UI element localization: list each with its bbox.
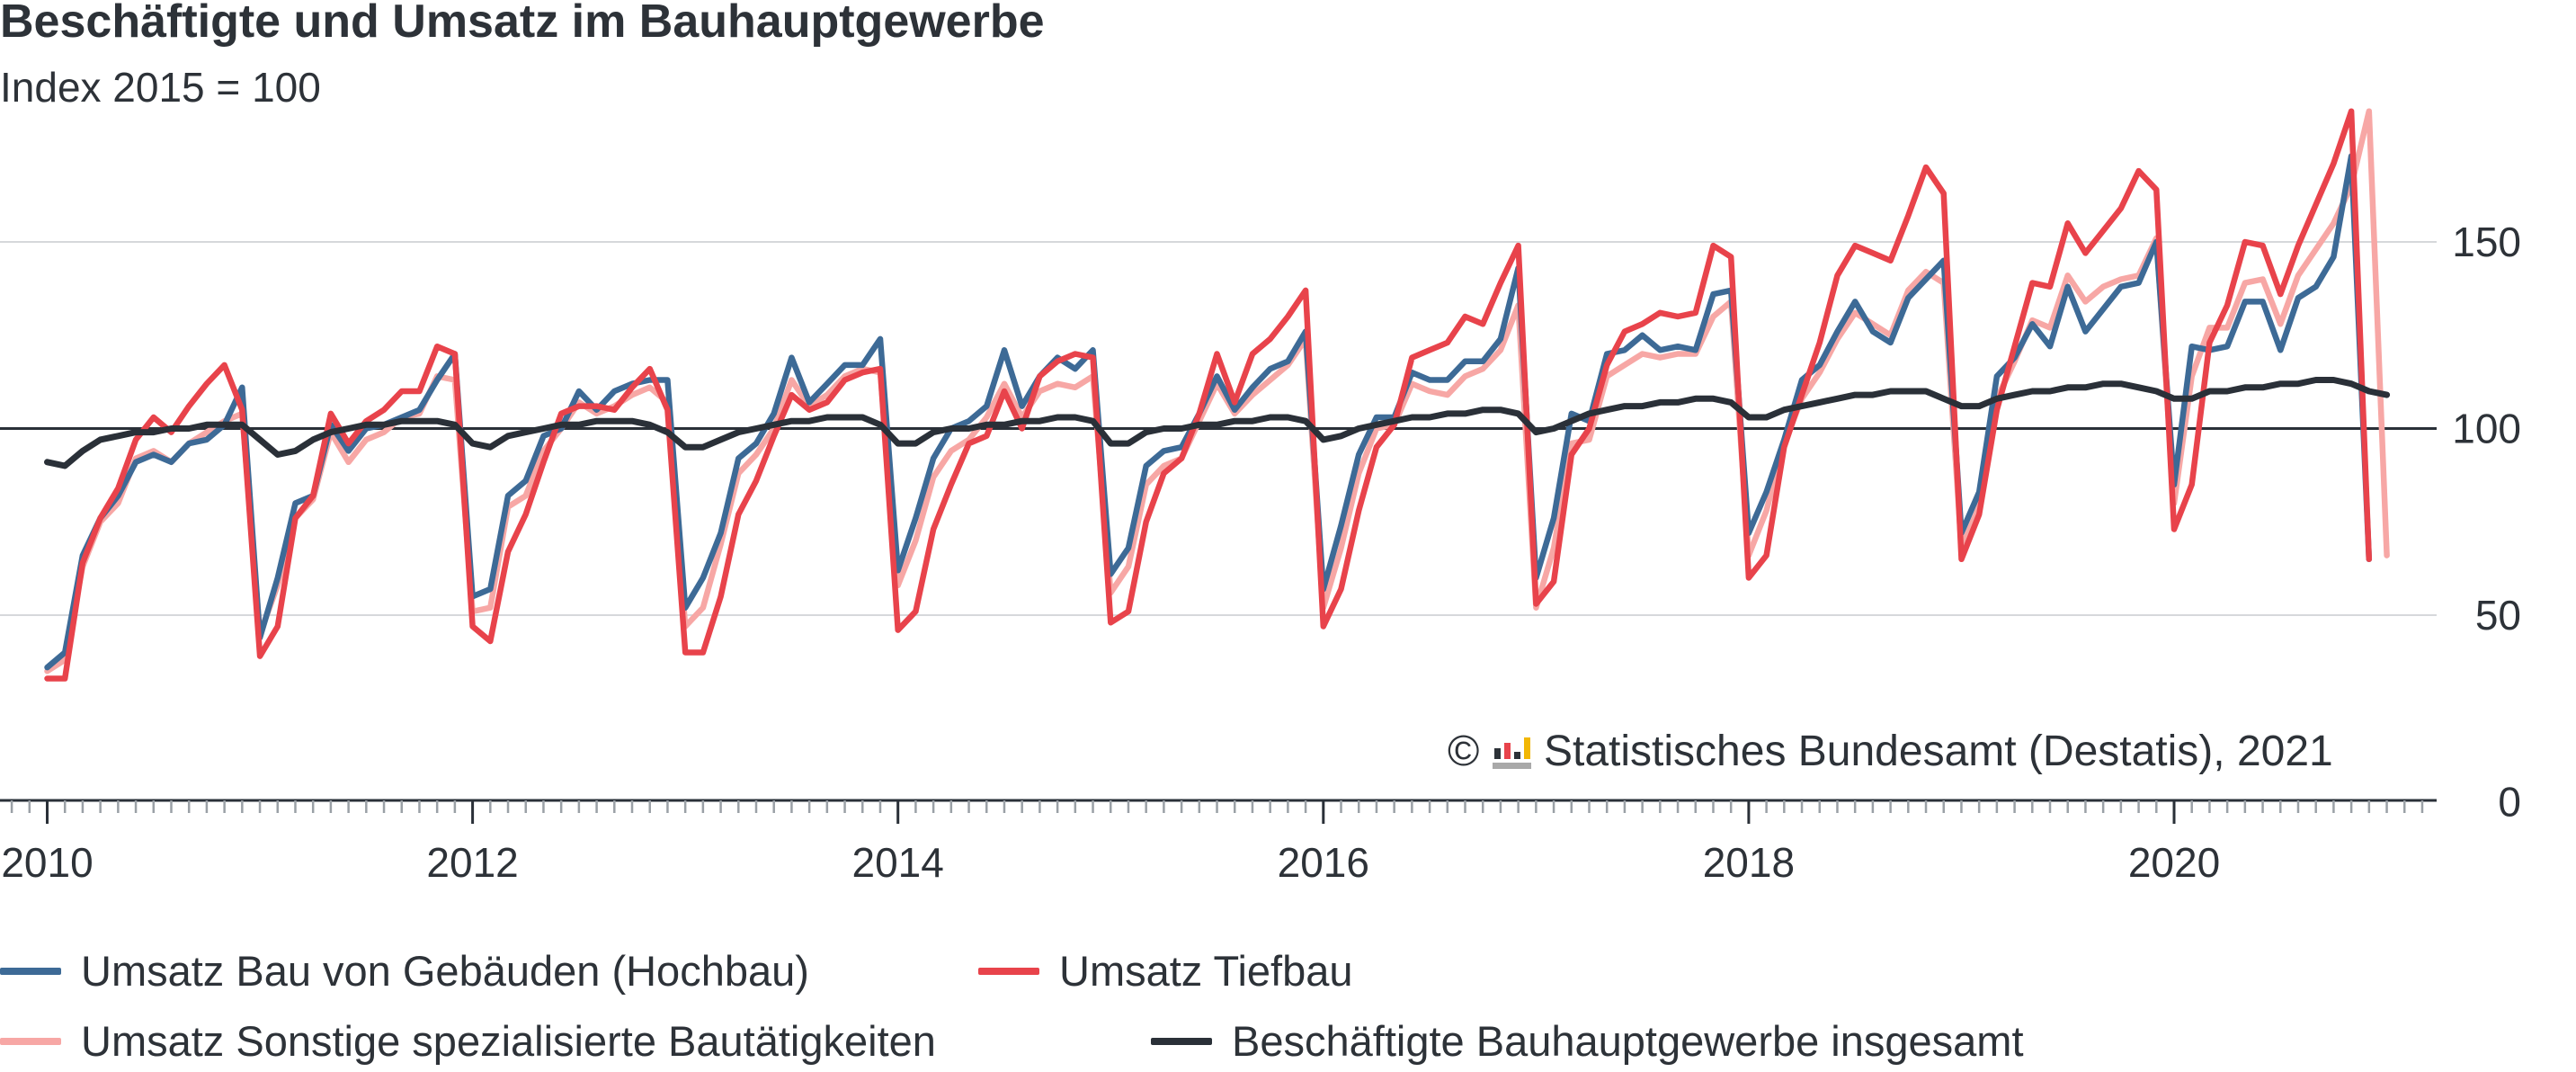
legend-label-hochbau: Umsatz Bau von Gebäuden (Hochbau) bbox=[81, 947, 809, 995]
destatis-logo-icon bbox=[1492, 737, 1531, 770]
y-tick-label-100: 100 bbox=[2452, 406, 2521, 452]
legend-item-sonstige: Umsatz Sonstige spezialisierte Bautätigk… bbox=[0, 1016, 936, 1066]
legend-label-tiefbau: Umsatz Tiefbau bbox=[1059, 947, 1353, 995]
x-tick-label-2010: 2010 bbox=[1, 839, 93, 886]
series-line-0 bbox=[44, 153, 2373, 671]
legend-item-hochbau: Umsatz Bau von Gebäuden (Hochbau) bbox=[0, 946, 809, 996]
legend-item-beschaeftigte: Beschäftigte Bauhauptgewerbe insgesamt bbox=[1151, 1016, 2024, 1066]
x-tick-label-2020: 2020 bbox=[2128, 839, 2220, 886]
legend-swatch-tiefbau bbox=[978, 967, 1039, 975]
x-tick-label-2016: 2016 bbox=[1278, 839, 1369, 886]
y-tick-label-50: 50 bbox=[2475, 592, 2521, 639]
grid-lines bbox=[0, 241, 2437, 616]
legend: Umsatz Bau von Gebäuden (Hochbau) Umsatz… bbox=[0, 935, 2576, 1070]
legend-label-sonstige: Umsatz Sonstige spezialisierte Bautätigk… bbox=[81, 1017, 936, 1065]
y-tick-label-0: 0 bbox=[2498, 779, 2521, 826]
x-tick-label-2012: 2012 bbox=[426, 839, 518, 886]
chart-subtitle: Index 2015 = 100 bbox=[0, 64, 321, 111]
legend-label-beschaeftigte: Beschäftigte Bauhauptgewerbe insgesamt bbox=[1232, 1017, 2024, 1065]
series-line-1 bbox=[44, 108, 2373, 682]
legend-item-tiefbau: Umsatz Tiefbau bbox=[978, 946, 1353, 996]
y-tick-label-150: 150 bbox=[2452, 219, 2521, 265]
series-line-3 bbox=[44, 377, 2391, 469]
x-axis: 2010 2012 2014 2016 2018 2020 bbox=[0, 799, 2437, 886]
chart-title: Beschäftigte und Umsatz im Bauhauptgewer… bbox=[0, 0, 1045, 48]
series-lines bbox=[44, 108, 2391, 682]
x-tick-label-2018: 2018 bbox=[1703, 839, 1795, 886]
legend-swatch-sonstige bbox=[0, 1037, 61, 1045]
source-text: Statistisches Bundesamt (Destatis), 2021 bbox=[1544, 728, 2333, 775]
x-tick-label-2014: 2014 bbox=[852, 839, 944, 886]
legend-swatch-hochbau bbox=[0, 967, 61, 975]
y-axis-ticks: 0 50 100 150 bbox=[2452, 219, 2521, 826]
line-chart: 0 50 100 150 2010 2012 2014 2016 2018 2020 © Sta… bbox=[0, 108, 2521, 886]
legend-swatch-beschaeftigte bbox=[1151, 1037, 1212, 1045]
copyright-symbol: © bbox=[1448, 728, 1479, 775]
